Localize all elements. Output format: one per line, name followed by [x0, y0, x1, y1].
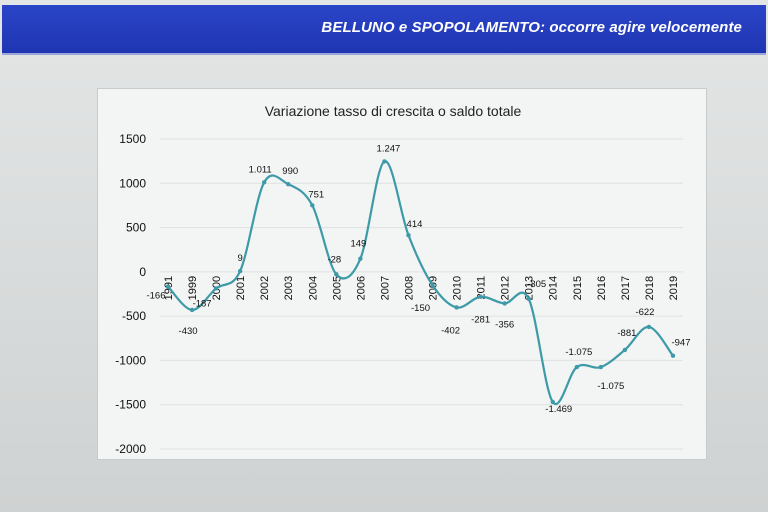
- data-point: [189, 307, 195, 313]
- x-tick-label: 2014: [548, 276, 560, 300]
- x-tick-label: 2012: [500, 276, 512, 300]
- data-point: [646, 324, 652, 330]
- data-point: [526, 296, 531, 302]
- data-label: -1.075: [565, 347, 592, 358]
- data-points: [165, 159, 676, 405]
- data-point: [598, 364, 604, 370]
- data-label: -28: [327, 254, 341, 265]
- data-point: [213, 286, 219, 291]
- y-tick-label: 500: [126, 221, 146, 235]
- x-tick-label: 1999: [187, 276, 199, 300]
- x-tick-label: 2016: [596, 276, 608, 300]
- data-label: -1.469: [545, 404, 572, 415]
- series-line: [167, 160, 674, 406]
- data-point: [430, 282, 435, 288]
- y-tick-label: 0: [139, 265, 146, 279]
- data-label: -402: [441, 325, 460, 336]
- data-label: -1.075: [597, 381, 624, 392]
- chart-title: Variazione tasso di crescita o saldo tot…: [265, 103, 522, 119]
- x-tick-label: 2011: [476, 276, 488, 300]
- x-tick-label: 2007: [379, 276, 391, 300]
- grid-lines: [160, 138, 683, 450]
- x-tick-label: 2018: [644, 276, 656, 300]
- data-point: [310, 203, 315, 208]
- data-point: [502, 301, 507, 306]
- x-tick-label: 2008: [403, 276, 415, 300]
- x-tick-label: 2017: [620, 276, 632, 300]
- data-point: [334, 272, 339, 277]
- y-tick-label: 1000: [119, 176, 146, 190]
- x-tick-label: 2005: [331, 276, 343, 300]
- data-point: [382, 159, 387, 164]
- x-tick-label: 2002: [259, 276, 271, 300]
- data-point: [165, 284, 171, 289]
- data-point: [478, 294, 483, 299]
- y-tick-label: -1000: [115, 353, 146, 367]
- data-point: [622, 347, 628, 353]
- y-axis: 1500 1000 500 0 -500 -1000 -1500 -2000: [115, 132, 146, 456]
- y-tick-label: -1500: [115, 398, 146, 412]
- data-point: [574, 364, 580, 370]
- data-point: [286, 181, 291, 187]
- data-label: -881: [617, 328, 636, 339]
- y-tick-label: -2000: [115, 442, 146, 456]
- data-label: 414: [407, 219, 423, 230]
- x-tick-label: 2001: [235, 276, 247, 300]
- y-tick-label: 1500: [119, 132, 146, 146]
- data-labels: -166 -430 -187 9 1.011 990 751 -28 149 1.247 414 -1…: [146, 143, 690, 415]
- x-axis: 1991199920002001200220032004200520062007…: [163, 276, 680, 300]
- data-label: 751: [308, 189, 324, 200]
- data-point: [406, 232, 411, 238]
- data-label: -622: [635, 307, 654, 318]
- x-tick-label: 2015: [572, 276, 584, 300]
- data-point: [358, 256, 363, 261]
- data-label: 990: [282, 166, 298, 177]
- x-tick-label: 2010: [452, 276, 464, 300]
- data-label: -150: [411, 303, 430, 314]
- data-point: [454, 305, 459, 310]
- x-tick-label: 2019: [668, 276, 680, 300]
- x-tick-label: 2003: [283, 276, 295, 300]
- data-label: -281: [471, 315, 490, 326]
- data-label: -947: [671, 338, 690, 349]
- data-label: -187: [193, 298, 212, 309]
- y-tick-label: -500: [122, 309, 146, 323]
- line-chart: Variazione tasso di crescita o saldo tot…: [115, 103, 690, 456]
- banner-title: BELLUNO e SPOPOLAMENTO: occorre agire ve…: [321, 19, 742, 36]
- data-label: -356: [495, 319, 514, 330]
- data-label: 1.247: [377, 143, 401, 154]
- data-label: 9: [237, 253, 242, 264]
- data-label: 1.011: [249, 164, 272, 175]
- data-label: -166: [146, 291, 165, 302]
- data-label: -305: [527, 279, 546, 290]
- data-point: [261, 180, 267, 185]
- data-point: [237, 268, 243, 274]
- chart-card: Variazione tasso di crescita o saldo tot…: [97, 88, 707, 460]
- data-label: 149: [350, 239, 366, 250]
- data-label: -430: [179, 326, 198, 337]
- header-banner: BELLUNO e SPOPOLAMENTO: occorre agire ve…: [2, 5, 766, 55]
- x-tick-label: 2006: [355, 276, 367, 300]
- data-point: [550, 399, 555, 405]
- data-point: [670, 353, 676, 358]
- x-tick-label: 2004: [307, 276, 319, 300]
